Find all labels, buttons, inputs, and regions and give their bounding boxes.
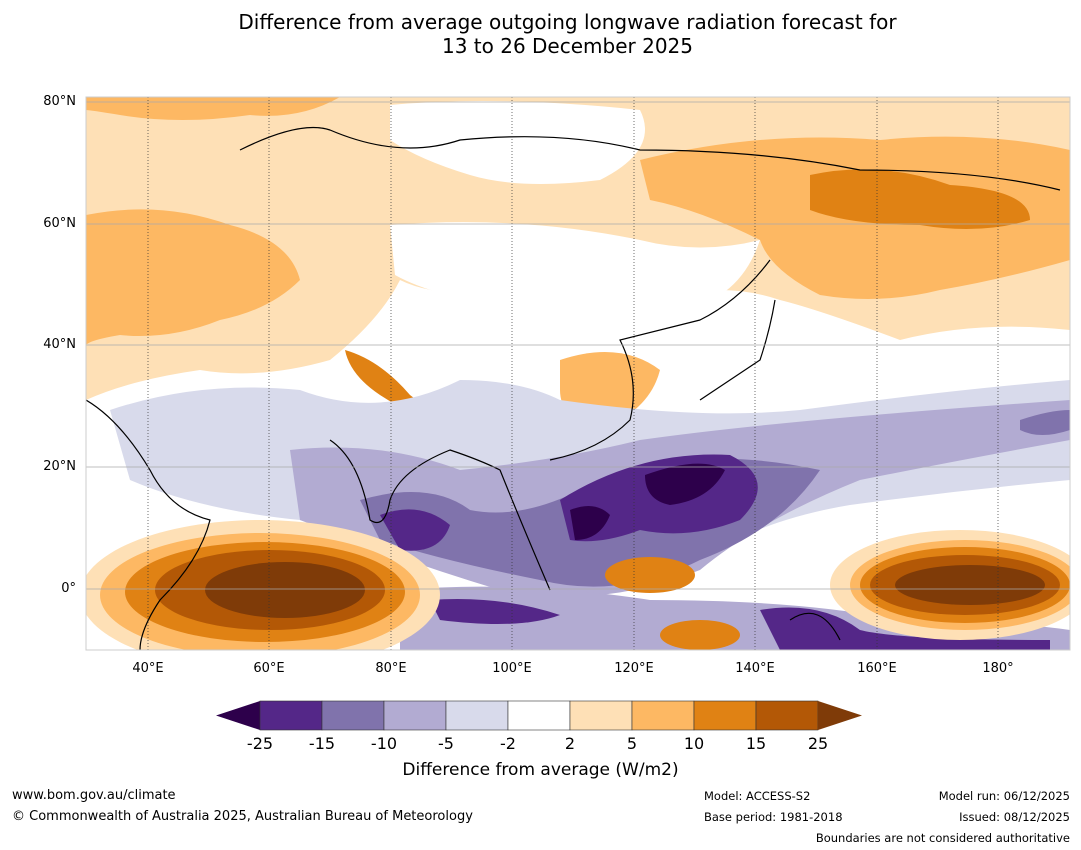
colorbar-extend-low xyxy=(216,701,260,730)
colorbar-tick-label: 15 xyxy=(745,734,767,753)
lon-label: 80°E xyxy=(375,661,407,676)
map-title-line1: Difference from average outgoing longwav… xyxy=(238,10,897,34)
lon-label: 100°E xyxy=(492,661,532,676)
anomaly-field xyxy=(86,97,1070,650)
footer-model-run: Model run: 06/12/2025 xyxy=(938,789,1070,803)
colorbar-tick-label: -15 xyxy=(308,734,336,753)
colorbar-swatch xyxy=(321,700,385,731)
map-title-line2: 13 to 26 December 2025 xyxy=(441,34,693,58)
anomaly-region xyxy=(205,562,365,618)
lat-label: 20°N xyxy=(43,459,76,474)
colorbar-extend-high xyxy=(818,701,862,730)
colorbar-tick-label: -25 xyxy=(246,734,274,753)
colorbar-swatch xyxy=(693,700,757,731)
colorbar-swatch xyxy=(507,700,571,731)
colorbar-swatch xyxy=(383,700,447,731)
colorbar-tick-label: 5 xyxy=(626,734,638,753)
colorbar-swatch xyxy=(569,700,633,731)
anomaly-region xyxy=(86,97,340,120)
anomaly-region xyxy=(380,509,450,551)
colorbar-tick-label: 10 xyxy=(683,734,705,753)
lon-label: 180° xyxy=(982,661,1014,676)
anomaly-region xyxy=(605,557,695,593)
anomaly-region xyxy=(570,506,610,540)
colorbar-tick-label: 25 xyxy=(807,734,829,753)
coastlines xyxy=(86,126,1061,650)
lat-label: 80°N xyxy=(43,94,76,109)
lon-label: 160°E xyxy=(857,661,897,676)
footer-disclaimer: Boundaries are not considered authoritat… xyxy=(815,831,1070,845)
footer-base-period: Base period: 1981-2018 xyxy=(704,810,843,824)
anomaly-region xyxy=(660,620,740,650)
anomaly-region xyxy=(86,209,300,345)
lon-label: 60°E xyxy=(253,661,285,676)
anomaly-region xyxy=(390,222,760,310)
colorbar-swatch xyxy=(259,700,323,731)
anomaly-region xyxy=(810,169,1030,229)
colorbar-label: Difference from average (W/m2) xyxy=(402,760,679,780)
gridlines xyxy=(86,97,1070,650)
colorbar-tick-label: -10 xyxy=(370,734,398,753)
colorbar-swatch xyxy=(755,700,819,731)
anomaly-region xyxy=(645,463,725,505)
footer-model: Model: ACCESS-S2 xyxy=(704,789,811,803)
colorbar-tick-label: -5 xyxy=(438,734,454,753)
anomaly-region xyxy=(390,101,645,184)
lon-label: 140°E xyxy=(735,661,775,676)
colorbar-tick-label: -2 xyxy=(500,734,516,753)
colorbar-tick-label: 2 xyxy=(564,734,576,753)
lat-label: 40°N xyxy=(43,337,76,352)
anomaly-region xyxy=(1020,410,1070,435)
lat-label: 60°N xyxy=(43,216,76,231)
anomaly-region xyxy=(895,565,1045,605)
colorbar-swatch xyxy=(631,700,695,731)
lon-label: 40°E xyxy=(132,661,164,676)
map-frame xyxy=(85,96,1071,651)
colorbar-swatch xyxy=(445,700,509,731)
footer-copyright: © Commonwealth of Australia 2025, Austra… xyxy=(12,809,473,824)
footer-url[interactable]: www.bom.gov.au/climate xyxy=(12,788,176,803)
lon-label: 120°E xyxy=(614,661,654,676)
footer-issued: Issued: 08/12/2025 xyxy=(959,810,1070,824)
anomaly-region xyxy=(430,599,560,624)
colorbar xyxy=(216,700,862,731)
lat-label: 0° xyxy=(61,581,76,596)
